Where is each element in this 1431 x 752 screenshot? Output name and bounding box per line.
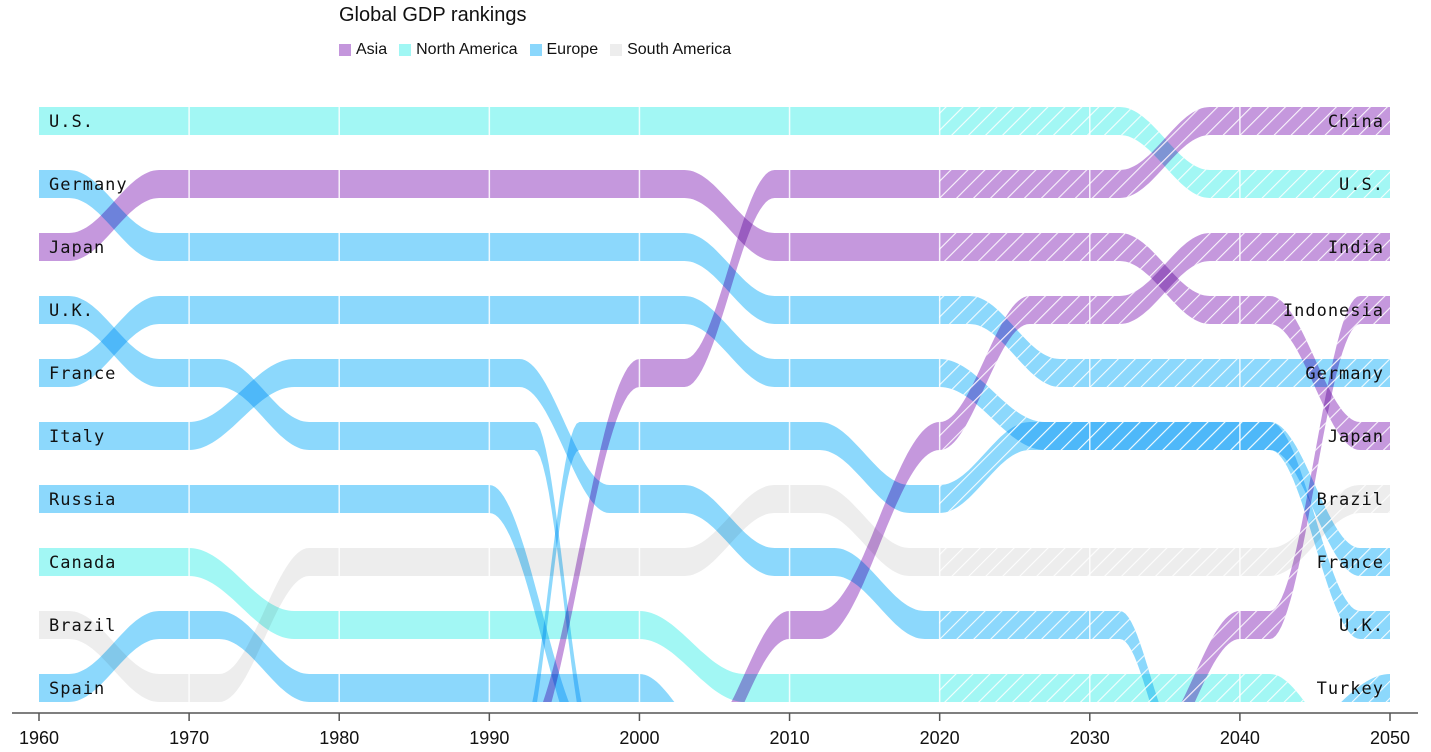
- left-label-france: France: [49, 364, 116, 384]
- right-label-japan: Japan: [1328, 427, 1384, 447]
- ribbon-indonesia: [1181, 296, 1390, 702]
- left-label-canada: Canada: [49, 553, 116, 573]
- ribbon-projection-hatch: [1181, 296, 1390, 702]
- legend-item-north-america: North America: [399, 41, 518, 59]
- ribbon-brazil: [39, 485, 1390, 702]
- ribbon-india: [731, 233, 1390, 702]
- ribbons-layer: [39, 107, 1390, 702]
- right-label-brazil: Brazil: [1317, 490, 1384, 510]
- left-label-russia: Russia: [49, 490, 116, 510]
- legend-item-asia: Asia: [339, 41, 387, 59]
- right-label-u-s: U.S.: [1339, 175, 1384, 195]
- ribbon-projection-hatch: [939, 485, 1390, 576]
- ribbon-china: [542, 107, 1390, 702]
- x-tick-label-2050: 2050: [1370, 728, 1410, 748]
- ribbon-fill: [39, 485, 569, 702]
- left-label-germany: Germany: [49, 175, 128, 195]
- legend-item-europe: Europe: [529, 41, 599, 59]
- chart-title: Global GDP rankings: [339, 4, 527, 26]
- legend-label: Europe: [546, 41, 599, 58]
- ribbon-fill: [39, 611, 675, 702]
- right-label-france: France: [1317, 553, 1384, 573]
- ribbon-russia: [39, 485, 569, 702]
- right-label-turkey: Turkey: [1317, 679, 1384, 699]
- x-tick-label-2040: 2040: [1220, 728, 1260, 748]
- ribbon-projection-hatch: [939, 611, 1159, 702]
- legend-swatch: [610, 44, 623, 56]
- left-label-japan: Japan: [49, 238, 105, 258]
- x-tick-label-2000: 2000: [619, 728, 659, 748]
- ribbon-turkey: [1341, 674, 1390, 702]
- x-tick-label-1980: 1980: [319, 728, 359, 748]
- left-label-italy: Italy: [49, 427, 105, 447]
- legend: Asia North America Europe South America: [339, 41, 743, 59]
- right-label-india: India: [1328, 238, 1384, 258]
- ribbon-canada: [39, 548, 1305, 702]
- ribbon-projection-hatch: [939, 233, 1390, 451]
- ribbon-spain: [39, 611, 675, 702]
- ribbon-fill: [39, 485, 1390, 702]
- ribbon-projection-hatch: [939, 359, 1390, 576]
- x-tick-label-2020: 2020: [920, 728, 960, 748]
- legend-swatch: [339, 44, 351, 56]
- right-label-indonesia: Indonesia: [1283, 301, 1384, 321]
- left-label-u-s: U.S.: [49, 112, 94, 132]
- ribbon-fill: [39, 548, 1305, 702]
- left-label-spain: Spain: [49, 679, 105, 699]
- ribbon-germany: [39, 170, 1390, 387]
- ribbon-projection-hatch: [939, 107, 1390, 198]
- ribbon-fill: [532, 422, 1390, 702]
- legend-label: South America: [627, 41, 732, 58]
- x-tick-label-1970: 1970: [169, 728, 209, 748]
- x-tick-label-2010: 2010: [770, 728, 810, 748]
- x-axis: 1960 1970 1980 1990 2000 2010 2020 2030 2040 2050: [12, 712, 1418, 748]
- legend-swatch: [399, 44, 412, 56]
- ribbon-projection-hatch: [939, 674, 1305, 702]
- ribbon-projection-hatch: [1341, 674, 1390, 702]
- ribbon-u-k-2: [532, 422, 1390, 702]
- legend-label: North America: [416, 41, 518, 58]
- legend-item-south-america: South America: [610, 41, 731, 59]
- ribbon-projection-hatch: [939, 296, 1390, 387]
- gridlines-layer: [188, 100, 1241, 702]
- row-labels-layer: U.S. Germany Japan U.K. France Italy Russia Can…: [49, 112, 1384, 699]
- left-label-brazil: Brazil: [49, 616, 116, 636]
- left-label-u-k: U.K.: [49, 301, 94, 321]
- x-tick-label-2030: 2030: [1070, 728, 1110, 748]
- right-label-china: China: [1328, 112, 1384, 132]
- ribbon-projection-hatch: [939, 422, 1390, 639]
- x-tick-label-1960: 1960: [19, 728, 59, 748]
- right-label-germany: Germany: [1305, 364, 1384, 384]
- legend-swatch: [529, 44, 542, 56]
- right-label-u-k: U.K.: [1339, 616, 1384, 636]
- x-tick-label-1990: 1990: [469, 728, 509, 748]
- ribbon-italy: [39, 359, 1159, 702]
- legend-label: Asia: [356, 41, 388, 58]
